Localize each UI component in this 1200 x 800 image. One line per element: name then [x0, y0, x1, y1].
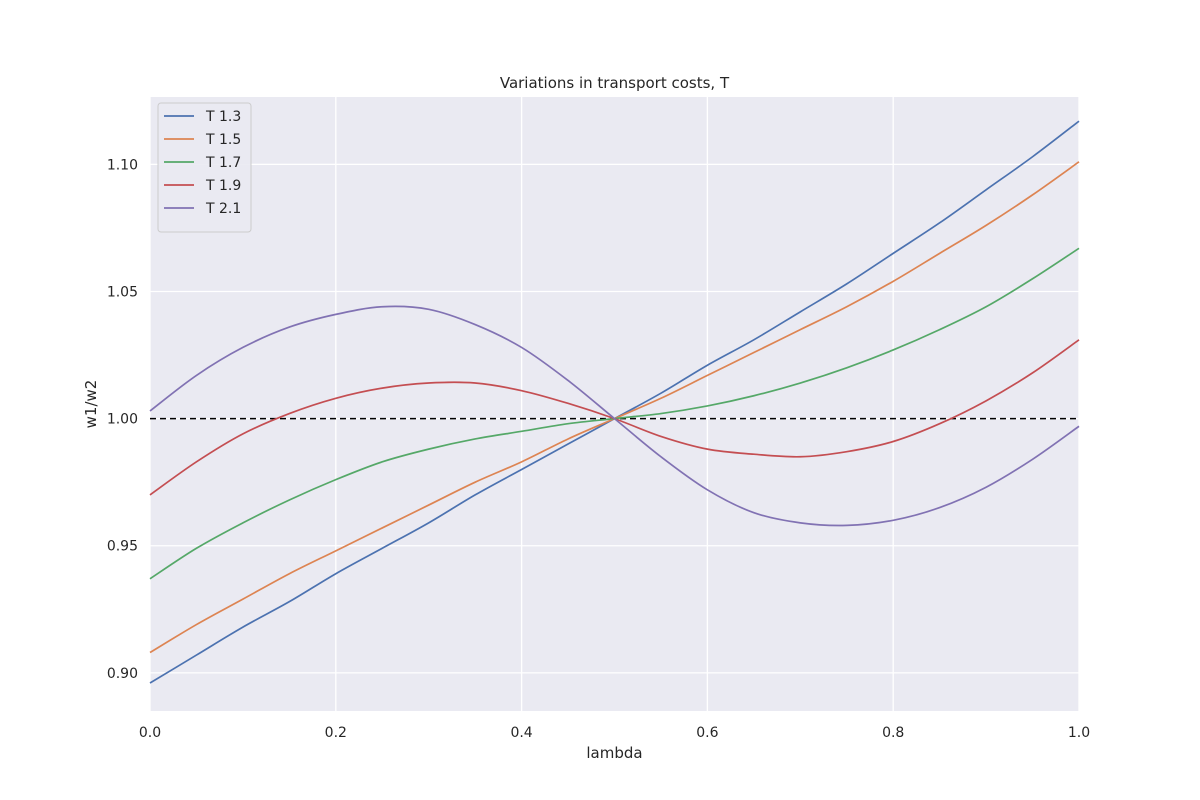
x-axis-label: lambda — [586, 744, 642, 762]
y-tick-label: 1.05 — [107, 284, 138, 300]
x-tick-label: 0.0 — [139, 725, 161, 741]
x-tick-label: 0.2 — [325, 725, 347, 741]
y-axis-label: w1/w2 — [82, 380, 100, 429]
plot-area — [150, 97, 1079, 711]
x-tick-labels: 0.0 0.2 0.4 0.6 0.8 1.0 — [139, 725, 1090, 741]
legend-label: T 2.1 — [205, 201, 241, 217]
x-tick-label: 0.4 — [510, 725, 532, 741]
x-tick-label: 0.8 — [882, 725, 904, 741]
x-tick-label: 1.0 — [1068, 725, 1090, 741]
y-tick-label: 0.95 — [107, 539, 138, 555]
y-tick-label: 1.00 — [107, 412, 138, 428]
y-tick-label: 1.10 — [107, 157, 138, 173]
series-lines — [149, 120, 1080, 684]
series-line-4 — [149, 305, 1080, 527]
legend-label: T 1.9 — [205, 178, 241, 194]
legend-box — [157, 102, 252, 233]
legend: T 1.3 T 1.5 T 1.7 T 1.9 T 2.1 — [157, 102, 252, 233]
y-tick-label: 0.90 — [107, 666, 138, 682]
y-tick-labels: 0.90 0.95 1.00 1.05 1.10 — [107, 157, 138, 681]
x-tick-label: 0.6 — [696, 725, 718, 741]
legend-label: T 1.7 — [205, 155, 241, 171]
legend-label: T 1.5 — [205, 132, 241, 148]
legend-label: T 1.3 — [205, 109, 241, 125]
chart-title: Variations in transport costs, T — [500, 74, 730, 92]
